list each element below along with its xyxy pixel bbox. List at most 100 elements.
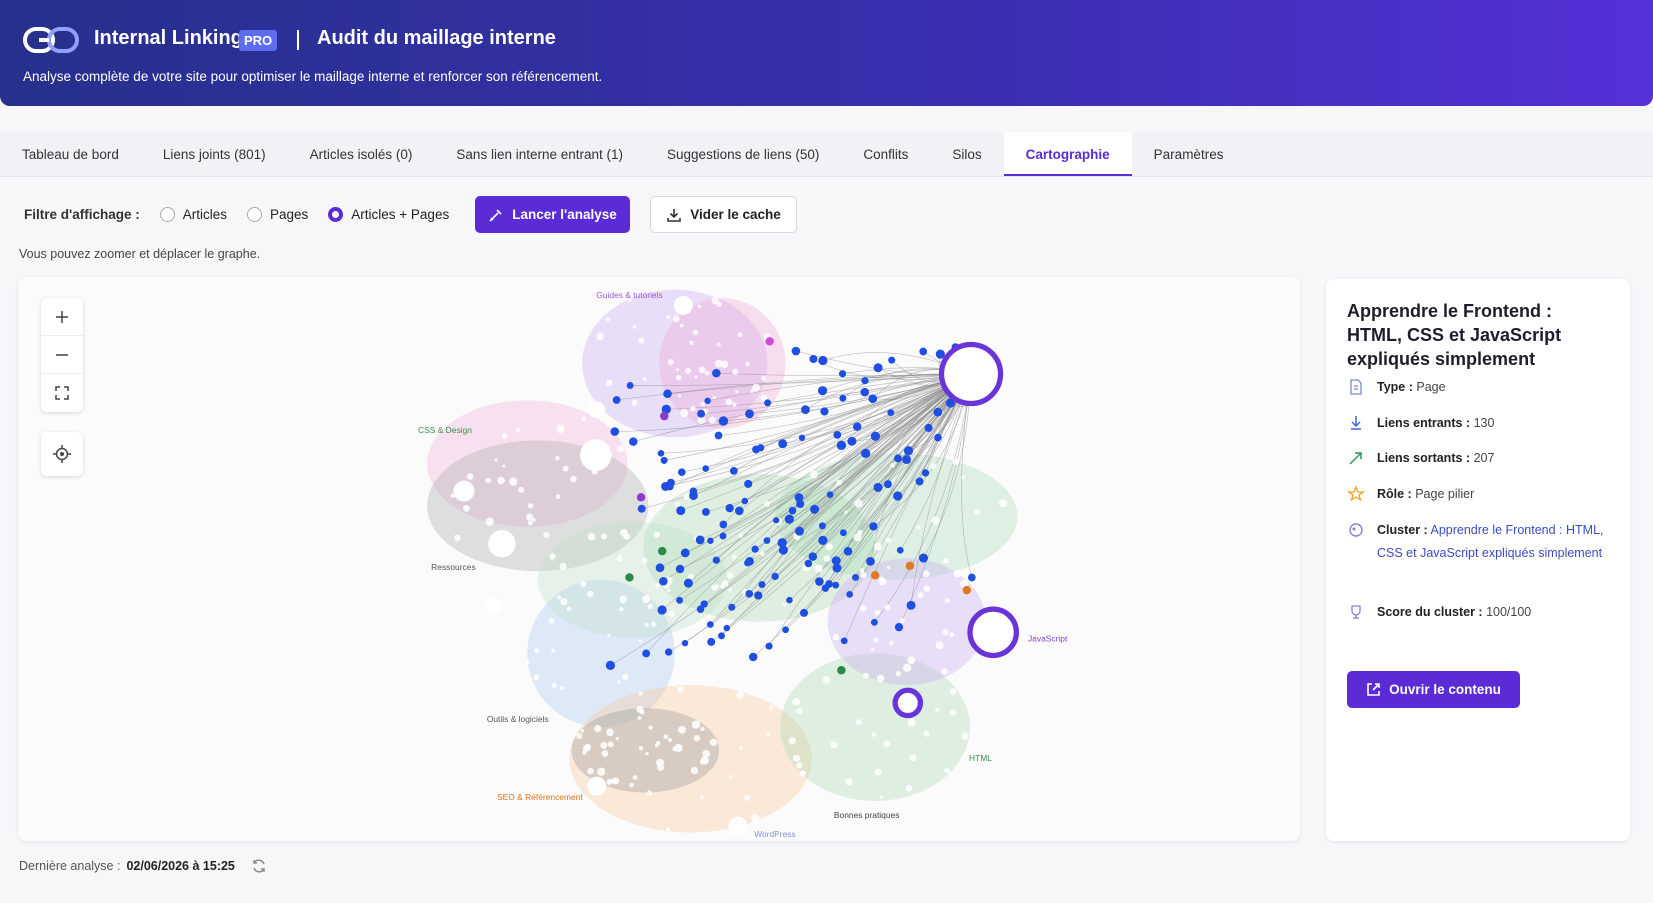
tab[interactable]: Sans lien interne entrant (1) [456,147,624,162]
article-node[interactable] [659,576,668,586]
article-node[interactable] [924,423,933,432]
article-node[interactable] [778,545,788,555]
node[interactable] [870,571,880,580]
article-node[interactable] [794,493,804,502]
article-node[interactable] [681,639,689,647]
refresh-icon[interactable] [251,858,267,874]
article-node[interactable] [796,499,805,509]
article-node[interactable] [847,436,857,446]
article-node[interactable] [852,422,862,431]
article-node[interactable] [915,477,924,486]
article-node[interactable] [791,346,801,356]
article-node[interactable] [818,386,828,396]
article-node[interactable] [815,577,824,586]
article-node[interactable] [903,446,914,456]
article-node[interactable] [818,355,828,366]
article-node[interactable] [764,399,772,407]
open-button[interactable]: Ouvrir le contenu [1347,671,1520,708]
article-node[interactable] [861,377,869,385]
article-node[interactable] [873,363,883,373]
article-node[interactable] [661,481,670,491]
article-node[interactable] [657,605,667,615]
article-node[interactable] [741,497,749,505]
article-node[interactable] [843,546,853,556]
graph-card[interactable]: Guides & tutoriels CSS & Design Ressources… [18,277,1300,841]
article-node[interactable] [683,578,693,588]
article-node[interactable] [758,581,766,588]
article-node[interactable] [657,449,665,457]
article-node[interactable] [919,347,928,356]
article-node[interactable] [887,409,895,417]
article-node[interactable] [756,444,765,452]
article-node[interactable] [712,368,721,378]
article-node[interactable] [786,596,793,604]
article-node[interactable] [825,580,833,588]
article-node[interactable] [729,466,738,475]
article-node[interactable] [782,626,789,634]
article-node[interactable] [852,573,860,581]
center-button[interactable] [41,432,83,476]
article-node[interactable] [798,434,806,441]
article-node[interactable] [846,590,854,598]
article-node[interactable] [838,370,847,378]
article-node[interactable] [870,431,881,441]
article-node[interactable] [866,557,875,566]
article-node[interactable] [896,546,904,554]
article-node[interactable] [712,556,720,564]
article-node[interactable] [818,522,826,530]
article-node[interactable] [833,431,842,439]
article-node[interactable] [832,563,842,573]
article-node[interactable] [800,608,809,617]
radio-option[interactable]: Articles [159,206,227,222]
article-node[interactable] [751,545,759,553]
article-node[interactable] [660,456,668,464]
article-node[interactable] [701,507,710,516]
tab[interactable]: Tableau de bord [22,147,119,162]
tab[interactable]: Liens joints (801) [162,147,266,162]
node[interactable] [905,561,915,571]
zoom-out[interactable] [41,336,83,374]
tab[interactable]: Suggestions de liens (50) [667,147,820,162]
article-node[interactable] [719,532,727,540]
article-node[interactable] [772,517,780,524]
article-node[interactable] [826,491,834,498]
article-node[interactable] [723,624,730,632]
article-node[interactable] [735,506,744,516]
pillar-node[interactable] [892,687,924,719]
article-node[interactable] [695,535,705,545]
article-node[interactable] [719,520,728,529]
article-node[interactable] [918,553,929,563]
article-node[interactable] [696,605,705,613]
article-node[interactable] [902,455,912,464]
article-node[interactable] [839,529,847,537]
graph[interactable]: Guides & tutoriels CSS & Design Ressources… [18,277,1300,841]
article-node[interactable] [728,603,736,611]
radio-button[interactable] [159,206,175,222]
article-node[interactable] [655,563,665,573]
article-node[interactable] [725,503,734,513]
node[interactable] [636,493,646,502]
node[interactable] [625,573,634,582]
article-node[interactable] [809,354,818,363]
fit-view[interactable] [41,374,83,412]
node[interactable] [765,337,774,346]
article-node[interactable] [934,433,942,442]
article-node[interactable] [921,469,930,477]
article-node[interactable] [818,535,828,545]
article-node[interactable] [626,382,634,389]
article-node[interactable] [702,465,709,472]
analyze-button[interactable]: Lancer l'analyse [475,196,630,233]
radio-button[interactable] [247,206,262,222]
article-node[interactable] [754,591,763,600]
article-node[interactable] [676,596,684,604]
radio-button[interactable] [328,206,344,222]
article-node[interactable] [888,356,896,364]
article-node[interactable] [893,491,903,501]
article-node[interactable] [839,394,847,402]
article-node[interactable] [869,522,878,531]
article-node[interactable] [810,504,820,514]
field-value[interactable]: Apprendre le Frontend : HTML, CSS et Jav… [1377,523,1604,560]
tab[interactable]: Articles isolés (0) [309,147,413,162]
article-node[interactable] [637,504,646,513]
article-node[interactable] [860,448,871,459]
